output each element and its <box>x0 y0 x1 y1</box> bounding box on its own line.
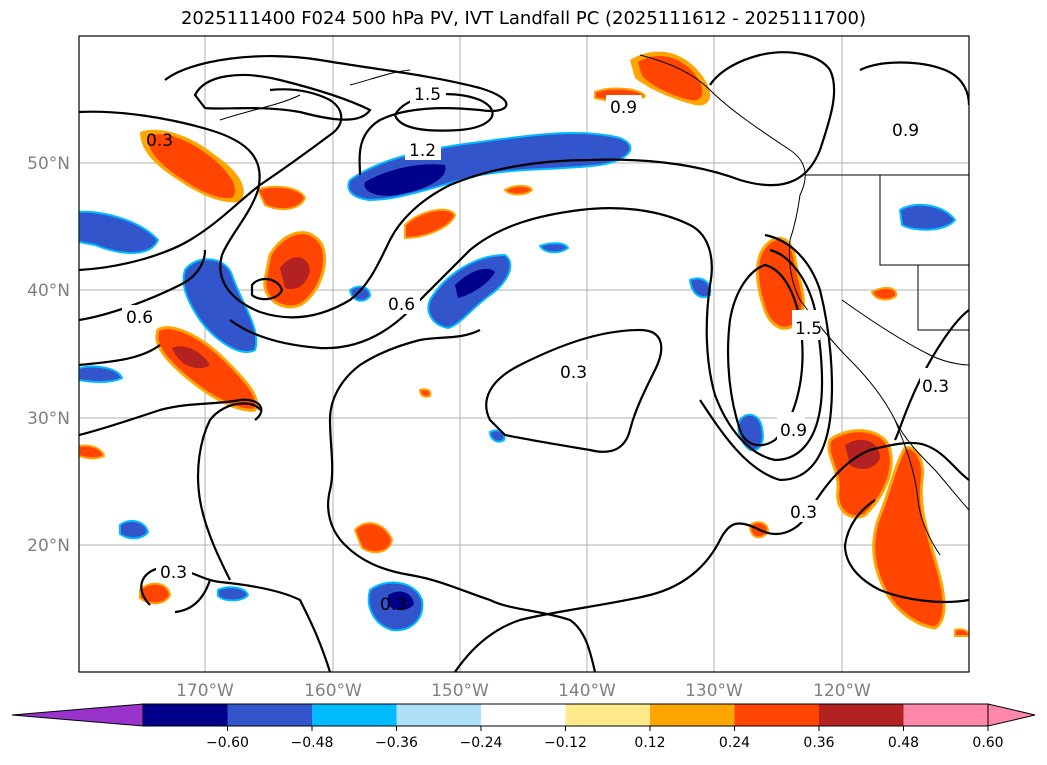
lon-label: 150°W <box>431 681 489 701</box>
contour-label: 1.5 <box>795 319 822 339</box>
colorbar-tick-label: 0.12 <box>634 735 665 751</box>
lat-label: 50°N <box>27 154 70 174</box>
longitude-labels: 170°W 160°W 150°W 140°W 130°W 120°W <box>176 681 871 701</box>
colorbar-tick-label: 0.36 <box>803 735 834 751</box>
map-frame <box>78 35 970 673</box>
contour-label: 1.2 <box>409 141 436 161</box>
colorbar-bin <box>650 704 735 726</box>
contour-label: 0.3 <box>160 563 187 583</box>
colorbar-bin <box>565 704 651 726</box>
contour-label: 0.3 <box>922 377 949 397</box>
lat-label: 30°N <box>27 409 70 429</box>
contour-label: 0.9 <box>780 421 807 441</box>
chart-title: 2025111400 F024 500 hPa PV, IVT Landfall… <box>180 8 867 29</box>
contour-label: 0.9 <box>892 121 919 141</box>
colorbar-bin <box>312 704 397 726</box>
colorbar-bin <box>143 704 228 726</box>
contour-label: 0.6 <box>388 295 415 315</box>
colorbar-bin <box>819 704 904 726</box>
lon-label: 170°W <box>176 681 234 701</box>
contour-label: 0.3 <box>790 503 817 523</box>
colorbar-over-arrow <box>987 703 1036 727</box>
lon-label: 160°W <box>304 681 362 701</box>
contour-label: 1.5 <box>414 85 441 105</box>
shade-warm-mexico <box>872 446 946 630</box>
colorbar-tick-label: −0.48 <box>291 735 334 751</box>
pv-contours <box>79 51 969 672</box>
colorbar-tick-label: 0.24 <box>719 735 750 751</box>
colorbar-under-arrow <box>11 703 144 727</box>
lat-label: 20°N <box>27 536 70 556</box>
colorbar-tick-label: −0.60 <box>206 735 249 751</box>
colorbar-bin <box>734 704 820 726</box>
contour-label: 0.3 <box>380 595 407 615</box>
lat-label: 40°N <box>27 281 70 301</box>
contour-labels: 1.5 1.2 0.9 0.9 0.6 0.6 0.3 0.3 0.3 0.3 … <box>122 82 949 615</box>
shade-warm-160w-south <box>353 522 394 554</box>
colorbar-tick-label: 0.48 <box>888 735 919 751</box>
contour-label: 0.9 <box>610 98 637 118</box>
ivt-shading <box>79 51 969 637</box>
latitude-labels: 50°N 40°N 30°N 20°N <box>27 154 70 556</box>
colorbar-bin <box>227 704 313 726</box>
contour-label: 0.3 <box>560 363 587 383</box>
shade-cold-west <box>79 210 160 254</box>
colorbar-tick-label: −0.24 <box>460 735 503 751</box>
colorbar-bin <box>481 704 566 726</box>
colorbar-tick-label: 0.60 <box>972 735 1003 751</box>
lon-label: 140°W <box>558 681 616 701</box>
colorbar-bin <box>396 704 482 726</box>
lon-label: 130°W <box>685 681 743 701</box>
colorbar-bin <box>903 704 989 726</box>
colorbar: −0.60 −0.48 −0.36 −0.24 −0.12 0.12 0.24 0.36 0.4… <box>11 703 1036 751</box>
colorbar-tick-label: −0.12 <box>544 735 587 751</box>
contour-label: 0.6 <box>126 308 153 328</box>
colorbar-tick-label: −0.36 <box>375 735 418 751</box>
contour-label: 0.3 <box>146 131 173 151</box>
lon-label: 120°W <box>813 681 871 701</box>
